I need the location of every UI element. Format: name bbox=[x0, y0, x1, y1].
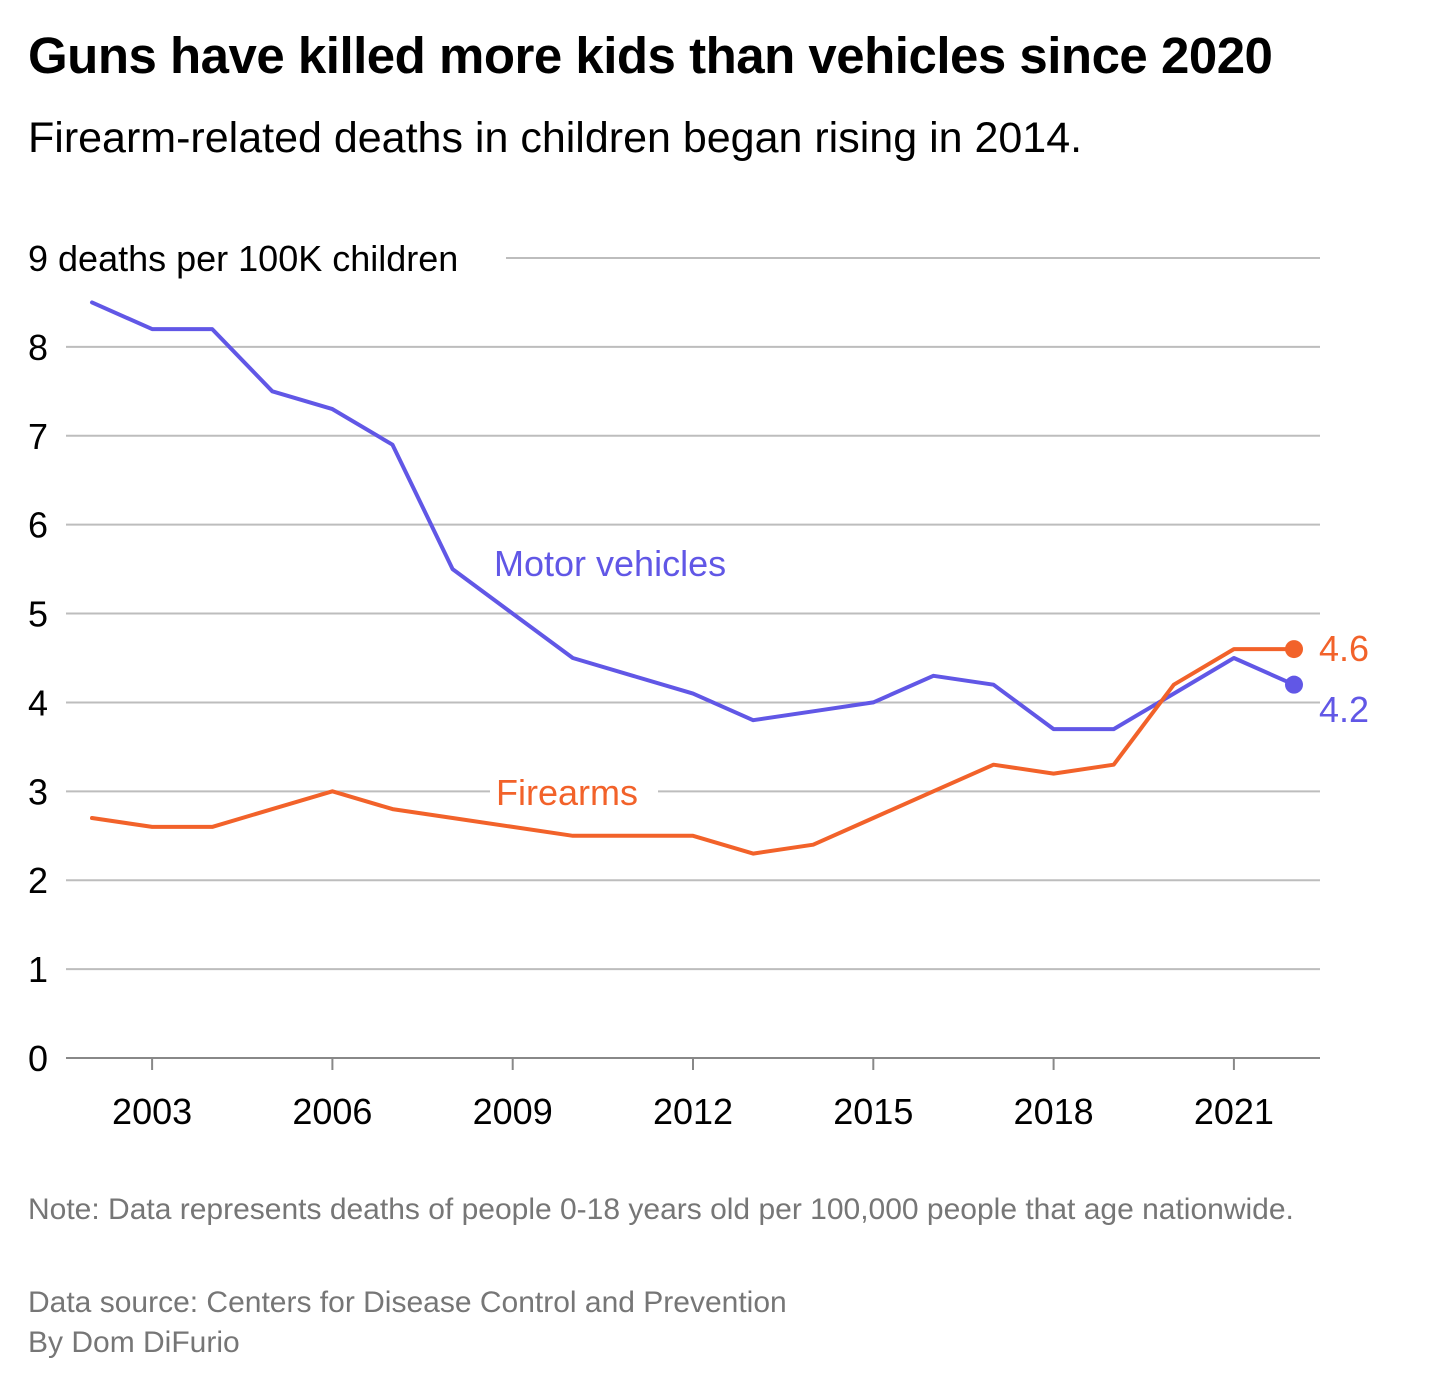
y-tick-label: 9 deaths per 100K children bbox=[28, 238, 458, 279]
series-label-firearms: Firearms bbox=[496, 772, 638, 813]
x-tick-label: 2003 bbox=[112, 1091, 192, 1132]
chart-note: Note: Data represents deaths of people 0… bbox=[28, 1193, 1294, 1226]
byline: By Dom DiFurio bbox=[28, 1326, 240, 1359]
y-tick-label: 0 bbox=[28, 1038, 48, 1079]
y-tick-label: 3 bbox=[28, 771, 48, 812]
motor-vehicles-end-point bbox=[1285, 675, 1303, 694]
y-tick-label: 5 bbox=[28, 594, 48, 635]
data-source: Data source: Centers for Disease Control… bbox=[28, 1286, 787, 1319]
firearms-line bbox=[90, 647, 1296, 856]
y-tick-label: 4 bbox=[28, 682, 48, 723]
y-tick-label: 7 bbox=[28, 416, 48, 457]
firearms-label-background bbox=[490, 770, 658, 814]
y-axis: 0 1 2 3 4 5 6 7 8 9 deaths per 100K children bbox=[28, 238, 458, 1079]
x-tick-label: 2021 bbox=[1194, 1091, 1274, 1132]
y-tick-label: 8 bbox=[28, 327, 48, 368]
motor-vehicles-end-value-label: 4.2 bbox=[1319, 689, 1369, 730]
y-tick-label: 6 bbox=[28, 505, 48, 546]
x-tick-label: 2018 bbox=[1014, 1091, 1094, 1132]
x-tick-label: 2006 bbox=[292, 1091, 372, 1132]
firearms-end-value-label: 4.6 bbox=[1319, 628, 1369, 669]
motor-vehicles-line bbox=[90, 300, 1296, 732]
series-label-motor-vehicles: Motor vehicles bbox=[494, 543, 726, 584]
firearms-end-point bbox=[1285, 640, 1303, 659]
chart-title: Guns have killed more kids than vehicles… bbox=[28, 27, 1273, 84]
line-chart: 2003 2006 2009 2012 2015 2018 2021 0 1 2 3 4 5 6 7 8 9 … bbox=[28, 238, 1369, 1132]
y-tick-label: 2 bbox=[28, 860, 48, 901]
x-tick-label: 2009 bbox=[473, 1091, 553, 1132]
y-tick-label: 1 bbox=[28, 949, 48, 990]
x-tick-label: 2012 bbox=[653, 1091, 733, 1132]
series-lines bbox=[90, 300, 1303, 856]
chart-subtitle: Firearm-related deaths in children began… bbox=[28, 114, 1083, 162]
x-axis: 2003 2006 2009 2012 2015 2018 2021 bbox=[112, 1058, 1274, 1132]
gridlines bbox=[66, 257, 1320, 1059]
x-tick-label: 2015 bbox=[833, 1091, 913, 1132]
